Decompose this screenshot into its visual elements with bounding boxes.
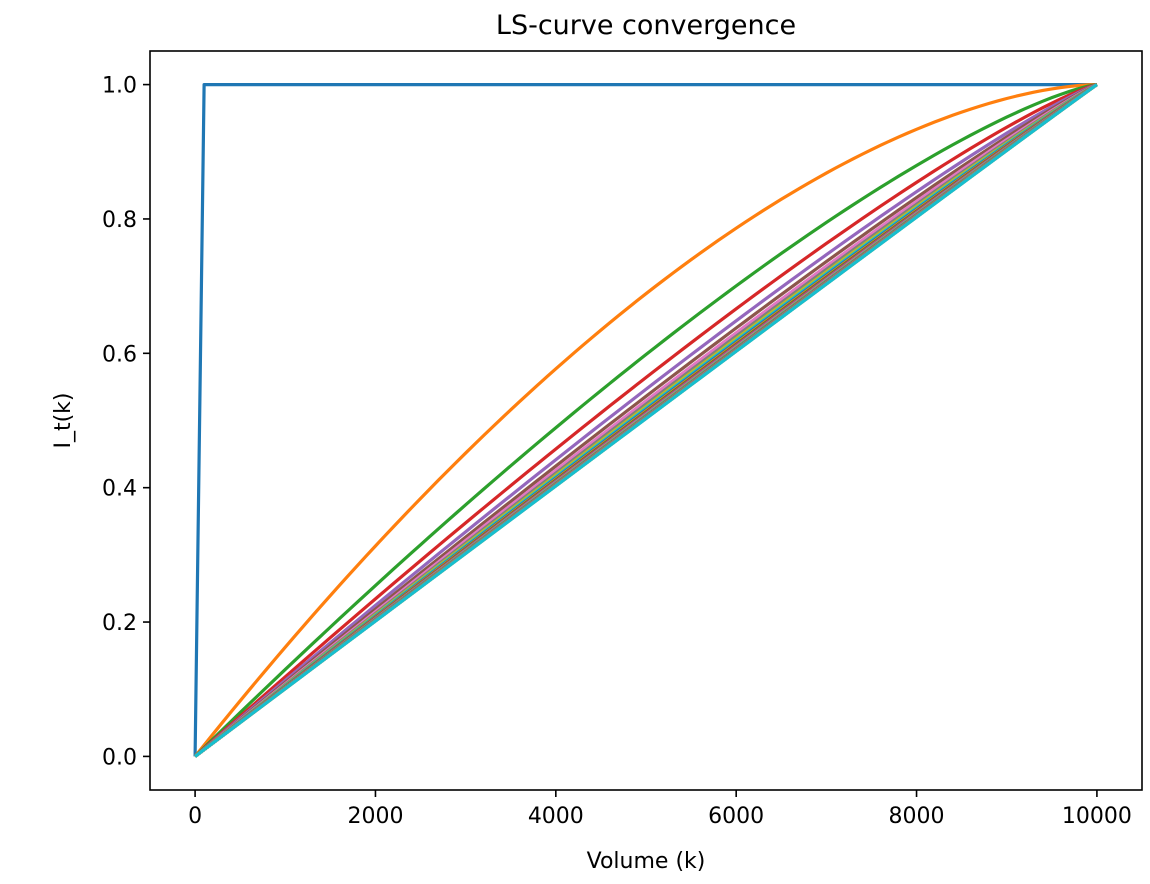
x-axis-ticks: 0 2000 4000 6000 8000 10000	[188, 790, 1132, 829]
series-line-3	[193, 83, 1098, 758]
x-tick-label: 6000	[708, 804, 764, 829]
series-line-40	[194, 83, 1098, 758]
y-axis-ticks: 0.0 0.2 0.4 0.6 0.8 1.0	[102, 74, 150, 770]
series-line-4	[194, 83, 1098, 758]
x-tick-label: 8000	[889, 804, 945, 829]
y-tick-label: 0.0	[102, 745, 137, 770]
y-tick-label: 0.4	[102, 477, 137, 502]
axes-frame	[149, 50, 1143, 791]
y-tick-label: 1.0	[102, 74, 137, 99]
series-line-5	[194, 83, 1098, 758]
x-tick-label: 10000	[1062, 804, 1132, 829]
y-tick-label: 0.2	[102, 611, 137, 636]
series-line-6	[194, 83, 1098, 758]
y-tick-label: 0.8	[102, 208, 137, 233]
chart-title: LS-curve convergence	[496, 10, 796, 41]
y-tick-label: 0.6	[102, 342, 137, 367]
y-axis-label: I_t(k)	[51, 392, 76, 448]
x-tick-label: 0	[188, 804, 202, 829]
x-tick-label: 2000	[347, 804, 403, 829]
plot-area	[193, 82, 1098, 758]
x-axis-label: Volume (k)	[587, 849, 706, 874]
series-line-2	[193, 82, 1097, 758]
series-line-1	[193, 82, 1097, 757]
x-tick-label: 4000	[528, 804, 584, 829]
